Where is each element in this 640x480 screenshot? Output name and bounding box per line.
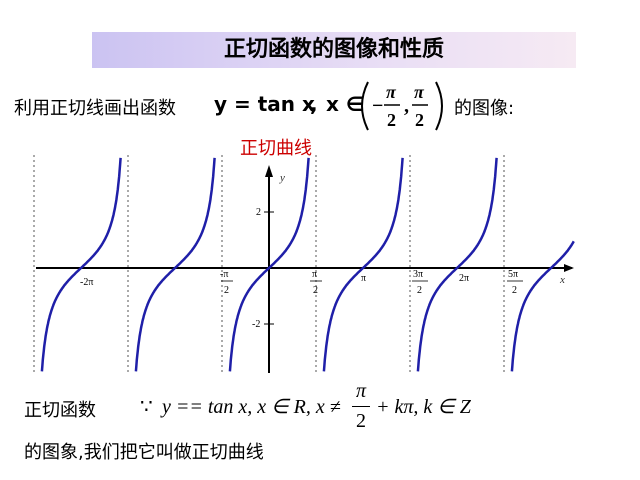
bottom-line2: 的图象,我们把它叫做正切曲线 — [24, 442, 264, 463]
x-axis-arrow — [564, 264, 574, 272]
y-axis-arrow — [265, 165, 273, 177]
interval-pi-2: π — [414, 82, 425, 102]
tan-branch-2 — [134, 157, 216, 372]
title-band: 正切函数的图像和性质 — [92, 32, 576, 68]
formula-frac-den: 2 — [356, 410, 366, 432]
svg-text:2: 2 — [313, 285, 318, 296]
svg-text:-π: -π — [220, 269, 228, 280]
y-tick-label-2: 2 — [256, 207, 261, 218]
curve-caption: 正切曲线 — [240, 138, 312, 159]
domain-formula: ∵ y == tan x, x ∈ R, x ≠ π 2 + kπ, k ∈ Z — [140, 380, 560, 436]
svg-text:2: 2 — [224, 285, 229, 296]
formula-frac-num: π — [356, 380, 367, 402]
because-symbol: ∵ — [140, 396, 153, 418]
tan-branch-4 — [322, 157, 404, 372]
formula-right: + kπ, k ∈ Z — [376, 396, 471, 418]
tan-branch-3 — [228, 157, 310, 372]
tan-branch-5 — [416, 157, 498, 372]
tick-label-neg-2pi: -2π — [80, 277, 93, 288]
tan-branch-1 — [40, 157, 122, 372]
svg-text:5π: 5π — [508, 269, 518, 280]
y-tick-label-neg2: -2 — [252, 319, 260, 330]
svg-text:3π: 3π — [413, 269, 423, 280]
intro-comma: , — [310, 92, 318, 116]
tick-label-pi: π — [361, 273, 366, 284]
tick-label-pi-over-2: π 2 — [310, 269, 322, 296]
tangent-branches — [40, 157, 575, 372]
svg-text:2: 2 — [417, 285, 422, 296]
formula-left: y == tan x, x ∈ R, x ≠ — [162, 396, 341, 418]
bottom-label: 正切函数 — [24, 400, 96, 421]
tick-label-2pi: 2π — [459, 273, 469, 284]
interval-sep: , — [404, 95, 409, 117]
intro-domain-x: x ∈ — [326, 92, 364, 116]
x-axis-label: x — [559, 274, 565, 286]
tick-label-3pi-over-2: 3π 2 — [412, 269, 428, 296]
interval-neg: − — [372, 95, 383, 117]
y-axis-label: y — [279, 172, 285, 184]
svg-text:π: π — [312, 269, 317, 280]
interval-two-1: 2 — [387, 110, 396, 130]
interval-expression: − π 2 , π 2 — [361, 81, 443, 131]
asymptote-lines — [33, 155, 505, 375]
intro-line: 利用正切线画出函数 y = tan x , x ∈ − π 2 , π 2 的图… — [14, 81, 614, 132]
tick-label-5pi-over-2: 5π 2 — [507, 269, 523, 296]
tangent-graph: y x 2 -2 -2π -π 2 π 2 π 3π 2 2π 5π 2 — [33, 155, 575, 375]
slide-title: 正切函数的图像和性质 — [223, 37, 444, 62]
svg-text:2: 2 — [512, 285, 517, 296]
tan-branch-6 — [510, 240, 575, 372]
intro-text-after: 的图像: — [454, 98, 515, 119]
interval-pi-1: π — [386, 82, 397, 102]
intro-text-before: 利用正切线画出函数 — [14, 98, 176, 119]
intro-function: y = tan x — [214, 92, 315, 116]
interval-two-2: 2 — [415, 110, 424, 130]
tick-label-neg-pi-over-2: -π 2 — [220, 269, 233, 296]
